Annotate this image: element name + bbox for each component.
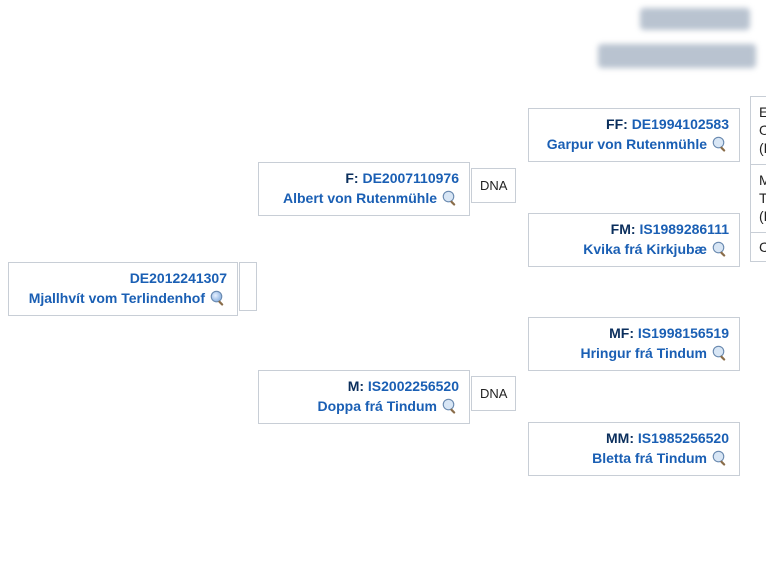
pedigree-node-fm[interactable]: FM: IS1989286111 Kvika frá Kirkjubæ bbox=[528, 213, 740, 267]
node-name[interactable]: Bletta frá Tindum bbox=[592, 449, 729, 468]
spacer-box bbox=[239, 262, 257, 311]
magnify-icon[interactable] bbox=[711, 449, 729, 467]
magnify-icon[interactable] bbox=[441, 189, 459, 207]
node-id: DE2012241307 bbox=[19, 269, 227, 288]
pedigree-node-mm[interactable]: MM: IS1985256520 Bletta frá Tindum bbox=[528, 422, 740, 476]
node-name[interactable]: Doppa frá Tindum bbox=[317, 397, 459, 416]
node-id: FF: DE1994102583 bbox=[539, 115, 729, 134]
blur-region bbox=[640, 8, 750, 30]
magnify-icon[interactable] bbox=[711, 135, 729, 153]
node-name[interactable]: Mjallhvít vom Terlindenhof bbox=[29, 289, 227, 308]
node-id: MF: IS1998156519 bbox=[539, 324, 729, 343]
node-name[interactable]: Kvika frá Kirkjubæ bbox=[583, 240, 729, 259]
pedigree-node-mother[interactable]: M: IS2002256520 Doppa frá Tindum bbox=[258, 370, 470, 424]
side-box-3: C bbox=[750, 232, 766, 262]
dna-badge: DNA bbox=[471, 168, 516, 203]
side-box-2: M Te (D bbox=[750, 164, 766, 233]
dna-badge: DNA bbox=[471, 376, 516, 411]
node-id: FM: IS1989286111 bbox=[539, 220, 729, 239]
blur-region bbox=[598, 44, 756, 68]
pedigree-node-mf[interactable]: MF: IS1998156519 Hringur frá Tindum bbox=[528, 317, 740, 371]
magnify-icon[interactable] bbox=[711, 240, 729, 258]
magnify-icon[interactable] bbox=[209, 289, 227, 307]
node-name[interactable]: Garpur von Rutenmühle bbox=[547, 135, 729, 154]
magnify-icon[interactable] bbox=[711, 344, 729, 362]
pedigree-node-ff[interactable]: FF: DE1994102583 Garpur von Rutenmühle bbox=[528, 108, 740, 162]
magnify-icon[interactable] bbox=[441, 397, 459, 415]
pedigree-canvas: DE2012241307 Mjallhvít vom Terlindenhof … bbox=[0, 0, 766, 574]
pedigree-node-root[interactable]: DE2012241307 Mjallhvít vom Terlindenhof bbox=[8, 262, 238, 316]
node-name[interactable]: Albert von Rutenmühle bbox=[283, 189, 459, 208]
node-id: M: IS2002256520 bbox=[269, 377, 459, 396]
pedigree-node-father[interactable]: F: DE2007110976 Albert von Rutenmühle bbox=[258, 162, 470, 216]
node-id: MM: IS1985256520 bbox=[539, 429, 729, 448]
node-name[interactable]: Hringur frá Tindum bbox=[580, 344, 729, 363]
side-box-1: E) O (D bbox=[750, 96, 766, 165]
node-id: F: DE2007110976 bbox=[269, 169, 459, 188]
